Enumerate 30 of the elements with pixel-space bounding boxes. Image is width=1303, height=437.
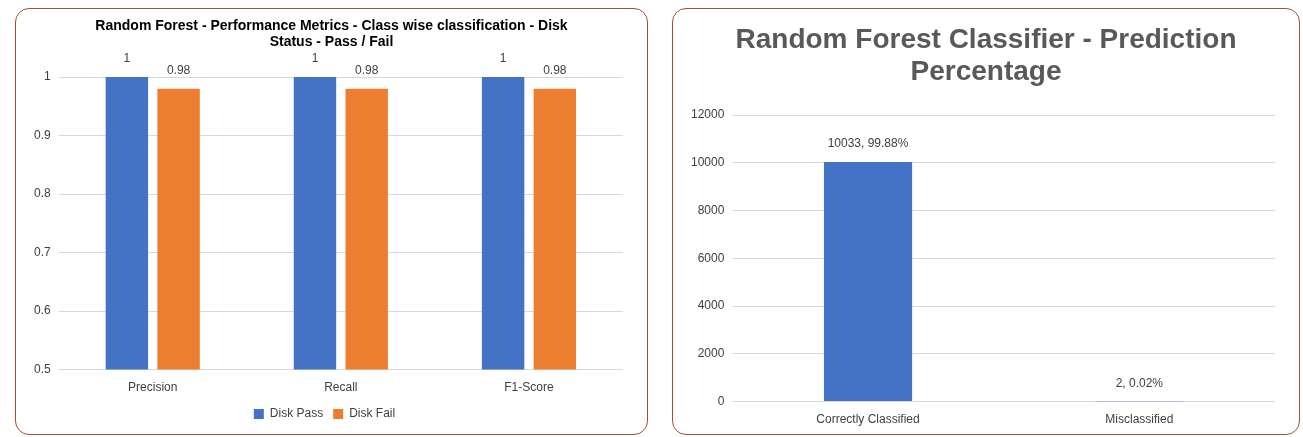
y-tick-label: 12000 — [690, 107, 725, 122]
y-tick-label: 0.8 — [33, 186, 51, 201]
y-tick-label: 6000 — [697, 250, 725, 265]
y-tick-label: 2000 — [697, 346, 725, 361]
y-tick-label: 10000 — [690, 155, 725, 170]
y-tick-label: 8000 — [697, 202, 725, 217]
data-label: 2, 0.02% — [1115, 375, 1164, 390]
data-label: 0.98 — [543, 63, 567, 78]
x-tick-label: Misclassified — [1105, 412, 1174, 427]
legend-label: Disk Fail — [349, 406, 396, 421]
data-label: 1 — [123, 51, 131, 66]
y-tick-label: 0.9 — [33, 127, 51, 142]
data-label: 1 — [311, 51, 319, 66]
data-label: 10033, 99.88% — [827, 136, 909, 151]
x-tick-label: Recall — [324, 380, 358, 395]
y-tick-label: 0.7 — [33, 244, 51, 259]
data-label: 0.98 — [166, 63, 191, 78]
y-tick-label: 0 — [717, 393, 725, 408]
y-tick-label: 0.5 — [33, 361, 51, 376]
chart-title: Random Forest Classifier - Prediction Percentage — [734, 23, 1238, 87]
chart-title: Random Forest - Performance Metrics - Class wise classification - Disk Status - Pass / Fail — [94, 17, 569, 49]
x-tick-label: Correctly Classified — [816, 412, 920, 427]
y-tick-label: 4000 — [697, 298, 725, 313]
x-tick-label: F1-Score — [504, 380, 554, 395]
x-tick-label: Precision — [128, 380, 178, 395]
y-tick-label: 1 — [43, 69, 51, 84]
data-label: 1 — [499, 51, 507, 66]
data-label: 0.98 — [355, 63, 379, 78]
legend-label: Disk Pass — [269, 406, 324, 421]
y-tick-label: 0.6 — [33, 303, 51, 318]
